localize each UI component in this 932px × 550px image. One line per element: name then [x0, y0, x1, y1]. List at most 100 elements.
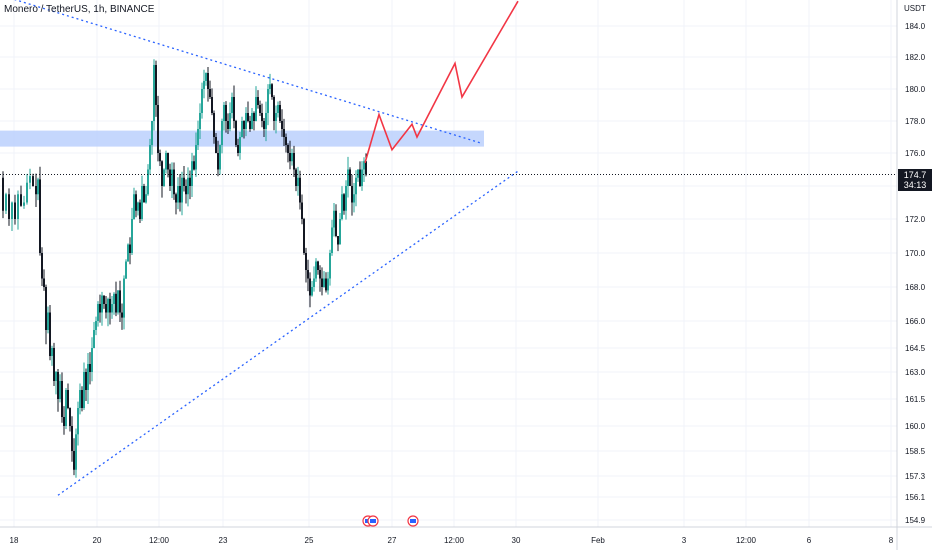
candle-body: [107, 298, 109, 313]
candle-body: [339, 219, 341, 245]
candle-body: [221, 121, 223, 145]
candle-body: [159, 153, 161, 162]
price-tick-label: 154.9: [905, 516, 926, 525]
candle-body: [57, 372, 59, 399]
time-tick-label: 27: [388, 536, 397, 545]
candle-body: [285, 137, 287, 145]
candle-body: [215, 137, 217, 153]
candle-body: [235, 121, 237, 145]
candle-body: [103, 295, 105, 304]
candle-body: [53, 348, 55, 381]
symbol-title: Monero / TetherUS, 1h, BINANCE: [4, 4, 155, 15]
price-tick-label: 184.0: [905, 22, 926, 31]
candle-body: [137, 202, 139, 211]
candle-body: [77, 408, 79, 435]
candle-body: [359, 169, 361, 186]
resistance-zone[interactable]: [0, 130, 484, 147]
candle-body: [241, 121, 243, 137]
lower-trendline[interactable]: [57, 170, 519, 496]
candle-body: [87, 364, 89, 390]
candlestick-series: [2, 59, 367, 478]
time-tick-label: 30: [512, 536, 521, 545]
time-tick-label: 18: [10, 536, 19, 545]
time-tick-label: 6: [807, 536, 812, 545]
candle-body: [169, 169, 171, 186]
candle-body: [163, 169, 165, 186]
candle-body: [315, 261, 317, 279]
candle-body: [291, 153, 293, 162]
candle-body: [201, 89, 203, 113]
candle-body: [283, 129, 285, 137]
price-axis[interactable]: 154.9 156.1 157.3 158.5 160.0 161.5 163.0 164.5…: [905, 22, 926, 525]
candle-body: [139, 202, 141, 219]
candle-body: [289, 153, 291, 162]
candle-body: [355, 177, 357, 195]
candle-body: [51, 348, 53, 356]
candle-body: [79, 390, 81, 408]
candle-body: [345, 186, 347, 211]
candle-body: [143, 186, 145, 203]
price-tick-label: 163.0: [905, 368, 926, 377]
bar-countdown: 34:13: [903, 180, 927, 190]
candle-body: [239, 137, 241, 153]
candle-body: [209, 89, 211, 97]
candle-body: [123, 278, 125, 318]
candle-body: [363, 161, 365, 170]
candle-body: [85, 372, 87, 390]
candle-body: [127, 244, 129, 262]
candle-body: [231, 97, 233, 113]
candle-body: [227, 121, 229, 129]
candle-body: [303, 219, 305, 253]
candle-body: [175, 194, 177, 203]
candle-body: [37, 179, 39, 195]
candle-body: [229, 113, 231, 129]
candle-body: [157, 105, 159, 153]
projection-path[interactable]: [364, 0, 519, 164]
candle-body: [35, 186, 37, 195]
candle-body: [32, 176, 34, 186]
candle-body: [95, 321, 97, 330]
time-tick-label: 23: [219, 536, 228, 545]
candle-body: [115, 293, 117, 313]
time-tick-label: 12:00: [444, 536, 465, 545]
candle-body: [343, 194, 345, 211]
candle-body: [337, 236, 339, 245]
price-tick-label: 157.3: [905, 472, 926, 481]
candle-body: [191, 161, 193, 186]
candle-body: [223, 105, 225, 121]
last-price-value: 174.7: [903, 170, 927, 180]
candle-body: [71, 426, 73, 451]
candle-body: [243, 121, 245, 129]
candle-body: [271, 84, 273, 97]
candle-body: [73, 451, 75, 470]
candle-body: [83, 372, 85, 408]
time-tick-label: 8: [889, 536, 894, 545]
upper-trendline[interactable]: [0, 0, 483, 145]
candle-body: [307, 270, 309, 279]
candle-body: [8, 194, 10, 219]
candle-body: [197, 129, 199, 145]
candle-body: [89, 364, 91, 372]
candle-body: [211, 97, 213, 113]
time-axis[interactable]: 18 20 12:00 23 25 27 12:00 30 Feb 3 12:00 6 8: [10, 536, 894, 545]
candle-body: [261, 113, 263, 121]
candle-body: [329, 253, 331, 279]
candle-body: [189, 177, 191, 186]
candle-body: [179, 186, 181, 203]
candle-body: [259, 105, 261, 113]
candle-body: [263, 121, 265, 129]
candle-body: [319, 270, 321, 279]
candle-body: [20, 194, 22, 206]
price-tick-label: 164.5: [905, 344, 926, 353]
candle-body: [281, 121, 283, 129]
candle-body: [311, 287, 313, 296]
candle-body: [265, 113, 267, 129]
candle-body: [125, 261, 127, 279]
candle-body: [131, 219, 133, 253]
candle-body: [203, 81, 205, 89]
price-tick-label: 182.0: [905, 53, 926, 62]
candle-body: [26, 182, 28, 203]
candle-body: [75, 434, 77, 470]
economic-events: [362, 515, 419, 527]
